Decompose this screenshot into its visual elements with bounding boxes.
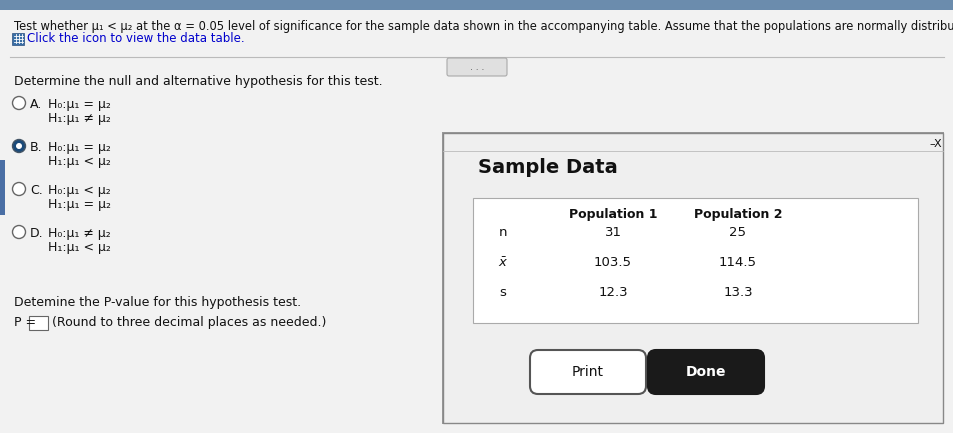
Text: C.: C. (30, 184, 43, 197)
Text: 31: 31 (604, 226, 620, 239)
Text: Population 1: Population 1 (568, 208, 657, 221)
FancyBboxPatch shape (647, 350, 763, 394)
Text: 13.3: 13.3 (722, 287, 752, 300)
FancyBboxPatch shape (0, 160, 5, 215)
Text: Population 2: Population 2 (693, 208, 781, 221)
Text: P =: P = (14, 316, 36, 329)
Text: X: X (932, 139, 940, 149)
Text: Detemine the P-value for this hypothesis test.: Detemine the P-value for this hypothesis… (14, 296, 301, 309)
Text: n: n (498, 226, 507, 239)
Text: 25: 25 (729, 226, 745, 239)
Text: Determine the null and alternative hypothesis for this test.: Determine the null and alternative hypot… (14, 75, 382, 88)
Text: (Round to three decimal places as needed.): (Round to three decimal places as needed… (52, 316, 326, 329)
Circle shape (16, 143, 22, 149)
FancyBboxPatch shape (441, 132, 943, 424)
Text: B.: B. (30, 141, 43, 154)
Text: 12.3: 12.3 (598, 287, 627, 300)
Text: H₁:μ₁ ≠ μ₂: H₁:μ₁ ≠ μ₂ (48, 112, 111, 125)
Text: D.: D. (30, 227, 44, 240)
Text: H₁:μ₁ < μ₂: H₁:μ₁ < μ₂ (48, 241, 111, 254)
Text: H₁:μ₁ < μ₂: H₁:μ₁ < μ₂ (48, 155, 111, 168)
Text: A.: A. (30, 98, 42, 111)
Text: H₀:μ₁ < μ₂: H₀:μ₁ < μ₂ (48, 184, 111, 197)
Circle shape (12, 97, 26, 110)
Text: s: s (499, 287, 506, 300)
FancyBboxPatch shape (0, 0, 953, 10)
Text: H₁:μ₁ = μ₂: H₁:μ₁ = μ₂ (48, 198, 111, 211)
Text: H₀:μ₁ ≠ μ₂: H₀:μ₁ ≠ μ₂ (48, 227, 111, 240)
Text: –: – (928, 139, 934, 149)
FancyBboxPatch shape (12, 32, 25, 45)
Text: Click the icon to view the data table.: Click the icon to view the data table. (27, 32, 244, 45)
FancyBboxPatch shape (447, 58, 506, 76)
Text: Done: Done (685, 365, 725, 379)
Text: Print: Print (572, 365, 603, 379)
Circle shape (12, 226, 26, 239)
Text: Sample Data: Sample Data (477, 158, 618, 177)
Text: $\bar{x}$: $\bar{x}$ (497, 256, 508, 270)
FancyBboxPatch shape (30, 316, 49, 330)
Circle shape (12, 139, 26, 152)
Text: Test whether μ₁ < μ₂ at the α = 0.05 level of significance for the sample data s: Test whether μ₁ < μ₂ at the α = 0.05 lev… (14, 20, 953, 33)
Text: 114.5: 114.5 (719, 256, 757, 269)
Circle shape (12, 182, 26, 196)
FancyBboxPatch shape (442, 133, 942, 423)
Text: . . .: . . . (469, 62, 484, 71)
FancyBboxPatch shape (473, 198, 917, 323)
Text: H₀:μ₁ = μ₂: H₀:μ₁ = μ₂ (48, 141, 111, 154)
Text: H₀:μ₁ = μ₂: H₀:μ₁ = μ₂ (48, 98, 111, 111)
Text: 103.5: 103.5 (594, 256, 631, 269)
FancyBboxPatch shape (530, 350, 645, 394)
